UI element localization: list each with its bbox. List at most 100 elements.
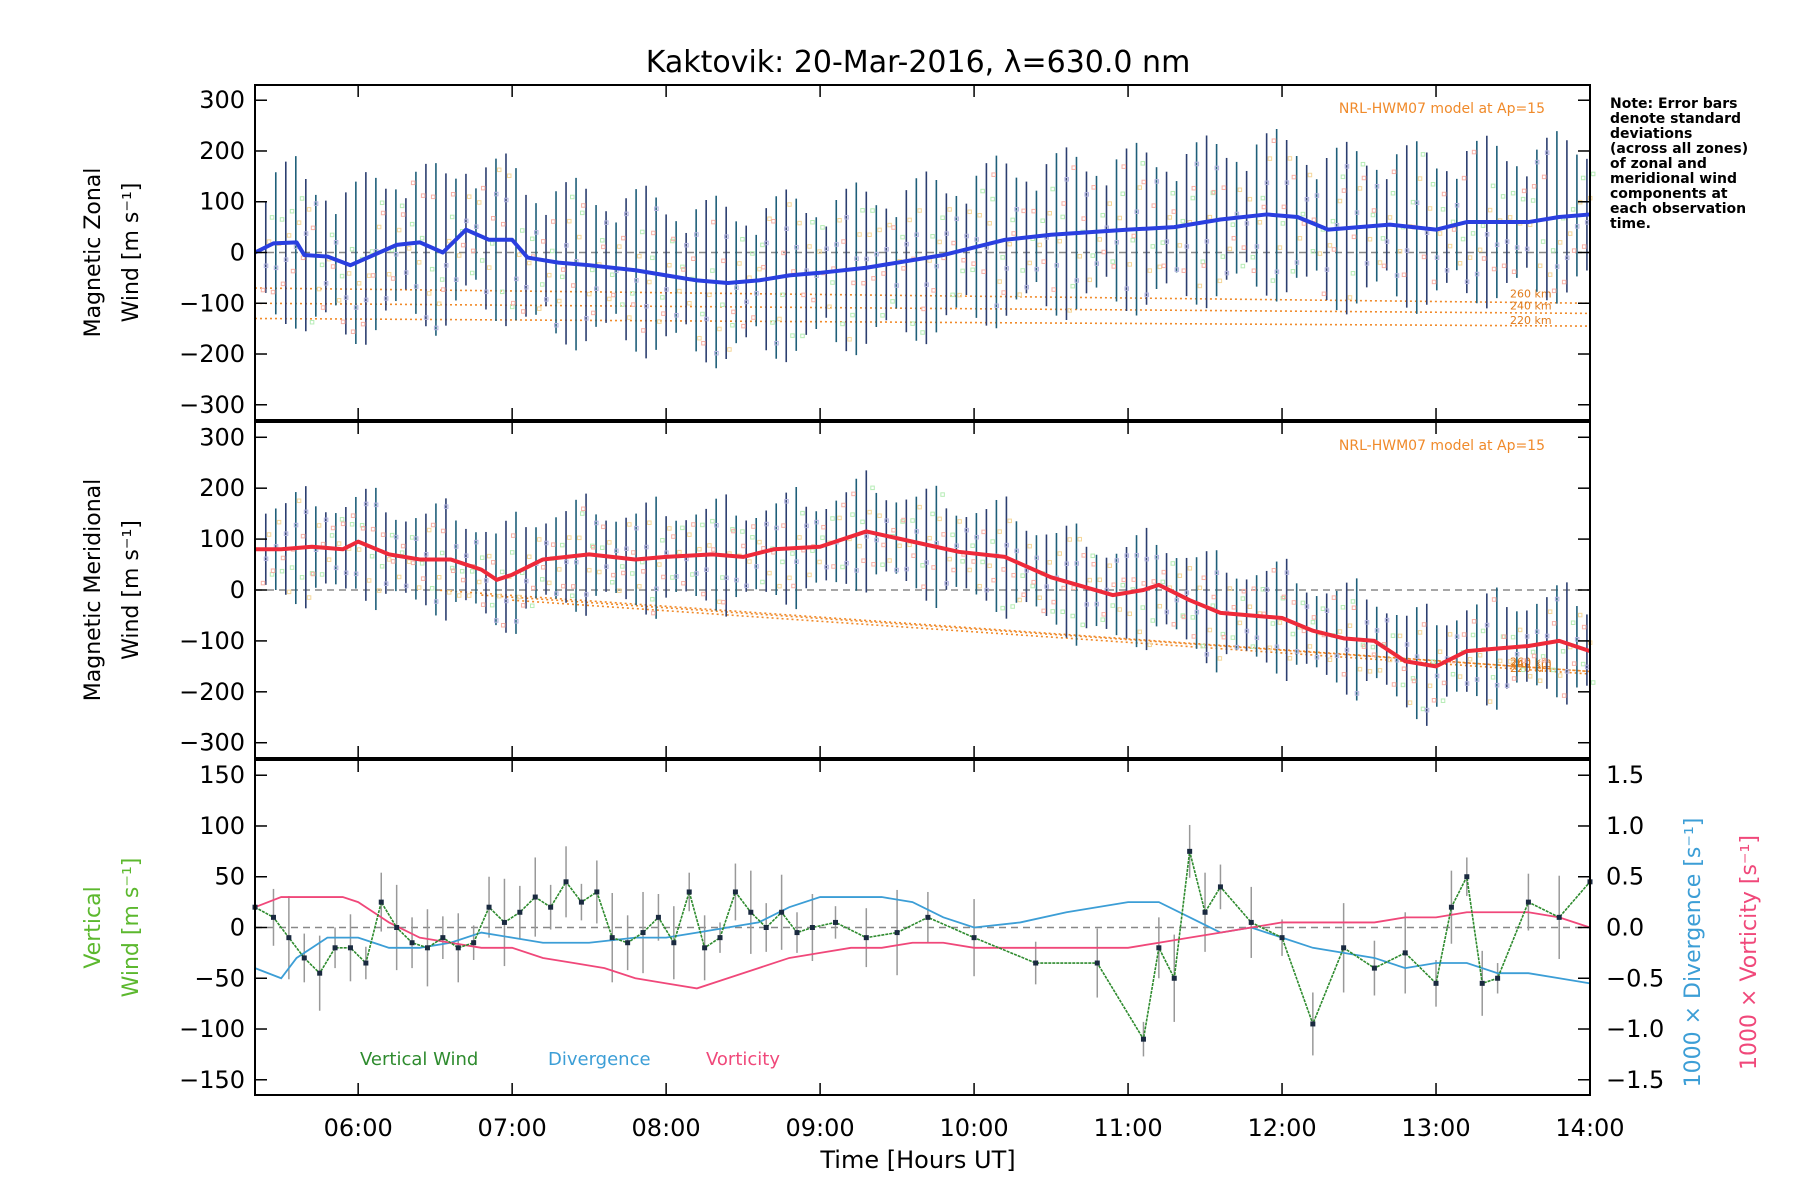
wind-scatter-point — [871, 562, 876, 567]
wind-scatter-point — [564, 243, 569, 248]
wind-scatter-point — [1241, 588, 1247, 594]
wind-scatter-point — [496, 593, 502, 599]
note-line: each observation — [1610, 201, 1746, 217]
note-line: components at — [1610, 186, 1728, 202]
wind-scatter-point — [1181, 268, 1187, 273]
wind-scatter-point — [1091, 185, 1096, 190]
wind-scatter-point — [1074, 561, 1079, 566]
wind-scatter-point — [660, 295, 665, 300]
vertical-wind-point — [1033, 960, 1039, 966]
note-line: deviations — [1610, 126, 1692, 142]
wind-scatter-point — [654, 206, 659, 211]
wind-scatter-point — [339, 517, 345, 522]
model-altitude-label: 260 km — [1510, 655, 1552, 668]
wind-scatter-point — [880, 562, 885, 567]
wind-scatter-point — [784, 499, 789, 504]
wind-scatter-point — [1450, 671, 1456, 677]
wind-scatter-point — [830, 516, 835, 521]
wind-scatter-point — [1047, 560, 1052, 565]
wind-scatter-point — [651, 230, 656, 236]
wind-scatter-point — [1121, 164, 1127, 169]
wind-scatter-point — [820, 225, 825, 230]
wind-scatter-point — [330, 264, 336, 269]
wind-scatter-point — [1090, 253, 1095, 258]
wind-scatter-point — [630, 291, 635, 296]
wind-scatter-point — [1407, 700, 1413, 705]
wind-scatter-point — [1341, 672, 1347, 677]
wind-scatter-point — [527, 260, 532, 266]
wind-scatter-point — [1494, 242, 1500, 248]
wind-scatter-point — [650, 597, 655, 602]
divergence-line — [254, 896, 1591, 985]
wind-scatter-point — [1550, 667, 1556, 673]
wind-scatter-point — [1507, 215, 1513, 220]
wind-scatter-point — [280, 281, 286, 287]
wind-scatter-point — [429, 266, 435, 272]
wind-scatter-point — [1557, 673, 1563, 678]
wind-scatter-point — [1284, 180, 1290, 185]
wind-scatter-point — [1541, 174, 1547, 180]
wind-scatter-point — [580, 511, 585, 516]
wind-scatter-point — [1377, 668, 1383, 673]
wind-scatter-point — [537, 306, 542, 311]
wind-scatter-point — [1510, 634, 1516, 640]
wind-scatter-point — [1417, 176, 1423, 181]
wind-scatter-point — [1574, 637, 1580, 642]
wind-scatter-point — [927, 535, 932, 541]
wind-scatter-point — [867, 232, 872, 238]
wind-scatter-point — [1194, 609, 1200, 615]
wind-scatter-point — [1140, 605, 1146, 610]
wind-scatter-point — [399, 203, 405, 209]
vertical-wind-point — [671, 940, 677, 946]
wind-scatter-point — [1161, 569, 1167, 575]
wind-scatter-point — [551, 542, 556, 547]
wind-scatter-point — [894, 567, 899, 573]
wind-scatter-point — [1511, 269, 1517, 275]
wind-scatter-point — [621, 570, 626, 576]
wind-scatter-point — [681, 580, 686, 586]
wind-scatter-point — [1120, 582, 1126, 588]
wind-scatter-point — [921, 306, 926, 312]
wind-scatter-point — [360, 321, 366, 327]
wind-scatter-point — [714, 350, 719, 356]
wind-scatter-point — [637, 584, 642, 589]
wind-scatter-point — [854, 256, 859, 261]
wind-scatter-point — [710, 518, 715, 524]
wind-scatter-point — [1550, 248, 1556, 253]
wind-scatter-point — [1007, 241, 1012, 247]
wind-scatter-point — [740, 236, 745, 242]
wind-scatter-point — [990, 196, 995, 202]
wind-scatter-point — [1564, 669, 1570, 674]
wind-scatter-point — [954, 543, 959, 548]
wind-scatter-point — [1411, 678, 1417, 684]
wind-scatter-point — [1317, 251, 1323, 256]
wind-scatter-point — [1537, 678, 1543, 683]
wind-scatter-point — [510, 533, 516, 538]
wind-scatter-point — [944, 581, 949, 586]
wind-scatter-point — [800, 510, 805, 516]
wind-scatter-point — [560, 274, 565, 280]
wind-scatter-point — [1050, 186, 1055, 192]
wind-scatter-point — [990, 539, 995, 544]
wind-scatter-point — [466, 593, 472, 598]
wind-scatter-point — [1197, 283, 1203, 289]
wind-scatter-point — [386, 271, 392, 277]
wind-scatter-point — [1434, 673, 1440, 679]
wind-scatter-point — [757, 539, 762, 545]
vertical-wind-point — [270, 914, 276, 920]
wind-scatter-point — [323, 281, 329, 286]
wind-scatter-point — [601, 524, 606, 530]
wind-scatter-point — [1437, 649, 1443, 654]
vertical-wind-point — [655, 914, 661, 920]
wind-scatter-point — [1474, 677, 1480, 682]
y-tick-label: −150 — [179, 1066, 245, 1094]
wind-scatter-point — [810, 219, 815, 225]
wind-scatter-point — [493, 618, 499, 623]
wind-scatter-point — [1061, 201, 1066, 206]
wind-scatter-point — [590, 267, 595, 273]
vertical-wind-point — [717, 935, 723, 941]
wind-scatter-point — [1201, 263, 1207, 268]
wind-scatter-point — [1237, 187, 1243, 193]
vertical-wind-point — [409, 940, 415, 946]
wind-scatter-point — [674, 313, 679, 318]
